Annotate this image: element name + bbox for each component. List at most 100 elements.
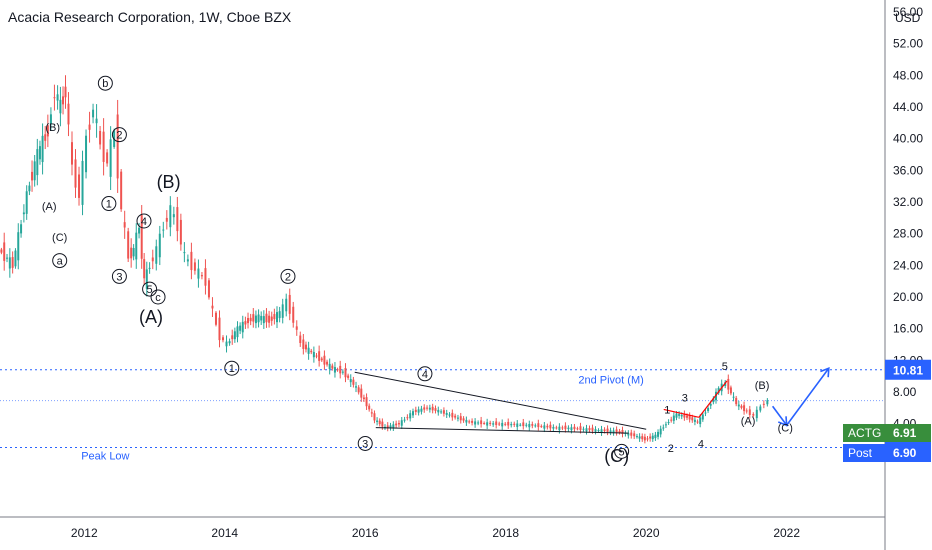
price-bar	[123, 222, 126, 228]
price-bar	[92, 109, 95, 118]
price-badge-value: 6.90	[893, 446, 917, 460]
wave-label: a	[57, 256, 64, 268]
price-bar	[260, 315, 263, 321]
price-bar	[67, 103, 70, 125]
wave-label: 4	[698, 438, 704, 450]
price-bar	[197, 268, 200, 279]
wave-label-circle	[280, 268, 296, 284]
wave-label: 5	[722, 361, 728, 373]
price-bar	[362, 397, 365, 400]
price-bar	[696, 421, 699, 423]
price-bar	[745, 410, 748, 412]
price-bar	[597, 430, 600, 432]
y-tick-label: 48.00	[893, 68, 923, 82]
price-bar	[33, 161, 36, 181]
price-bar	[737, 404, 740, 407]
price-bar	[688, 415, 691, 420]
price-badge-symbol: Post	[848, 446, 873, 460]
price-bar	[120, 171, 123, 210]
price-bar	[680, 415, 683, 417]
price-bar	[504, 423, 507, 425]
price-bar	[752, 414, 755, 416]
price-bar	[285, 298, 288, 312]
price-bar	[440, 411, 443, 413]
price-bar	[434, 408, 437, 411]
x-tick-label: 2020	[633, 526, 660, 540]
price-bar	[222, 337, 225, 341]
price-bar	[707, 408, 710, 411]
price-bar	[339, 365, 342, 374]
price-bar	[649, 436, 652, 439]
price-bar	[480, 420, 483, 425]
price-bar	[735, 397, 738, 405]
price-bar	[288, 294, 291, 314]
price-bar	[426, 407, 429, 409]
price-bar	[193, 262, 196, 271]
price-bar	[462, 418, 465, 421]
y-tick-label: 44.00	[893, 100, 923, 114]
price-bar	[270, 316, 273, 321]
wave-label-circle	[357, 435, 373, 451]
price-bar	[510, 424, 513, 426]
price-bar	[41, 135, 44, 163]
price-bar	[591, 427, 594, 431]
price-bar	[14, 250, 17, 267]
price-bar	[239, 325, 242, 331]
price-bar	[400, 420, 403, 426]
price-bar	[11, 257, 14, 268]
wave-label: 4	[141, 216, 147, 228]
price-bar	[25, 191, 28, 214]
wave-highlight-line	[663, 408, 700, 418]
price-bar	[627, 433, 630, 436]
price-bar	[278, 311, 281, 319]
price-bar	[49, 114, 52, 124]
x-tick-label: 2016	[352, 526, 379, 540]
price-bar	[437, 409, 440, 413]
price-bar	[442, 410, 445, 414]
level-badge	[885, 359, 931, 380]
price-bar	[528, 424, 531, 428]
price-bar	[106, 152, 109, 164]
price-bar	[564, 425, 567, 430]
price-bar	[414, 409, 417, 412]
trendline	[375, 427, 629, 434]
price-bar	[307, 347, 310, 354]
price-bar	[378, 420, 381, 425]
trendline	[354, 371, 647, 430]
price-bar	[295, 326, 298, 330]
price-bar	[273, 314, 276, 320]
price-bar	[36, 149, 39, 176]
price-bar	[276, 312, 279, 323]
price-bar	[225, 341, 228, 347]
wave-label: 3	[682, 393, 688, 405]
price-bar	[333, 367, 336, 373]
price-bar	[102, 131, 105, 162]
price-bar	[615, 429, 618, 433]
price-bar	[498, 423, 501, 425]
price-bar	[507, 421, 510, 426]
price-bar	[612, 430, 615, 433]
price-bar	[211, 305, 214, 309]
y-tick-label: 32.00	[893, 195, 923, 209]
price-bar	[546, 425, 549, 428]
price-bar	[522, 422, 525, 427]
price-bar	[635, 436, 638, 438]
price-badge-symbol: ACTG	[848, 426, 881, 440]
price-bar	[176, 207, 179, 232]
y-tick-label: 28.00	[893, 227, 923, 241]
price-bar	[417, 409, 420, 413]
price-bar	[247, 317, 250, 324]
price-bar	[406, 417, 409, 419]
price-bar	[693, 419, 696, 422]
price-bar	[420, 408, 423, 412]
price-badge-symbol-bg	[843, 424, 885, 442]
level-badge-text: 10.81	[893, 364, 923, 378]
price-bar	[525, 424, 528, 426]
wave-label: 2	[285, 271, 291, 283]
price-bar	[241, 321, 244, 333]
wave-label: 1	[229, 363, 235, 375]
level-label: Peak Low	[81, 450, 129, 462]
price-bar	[302, 339, 305, 349]
